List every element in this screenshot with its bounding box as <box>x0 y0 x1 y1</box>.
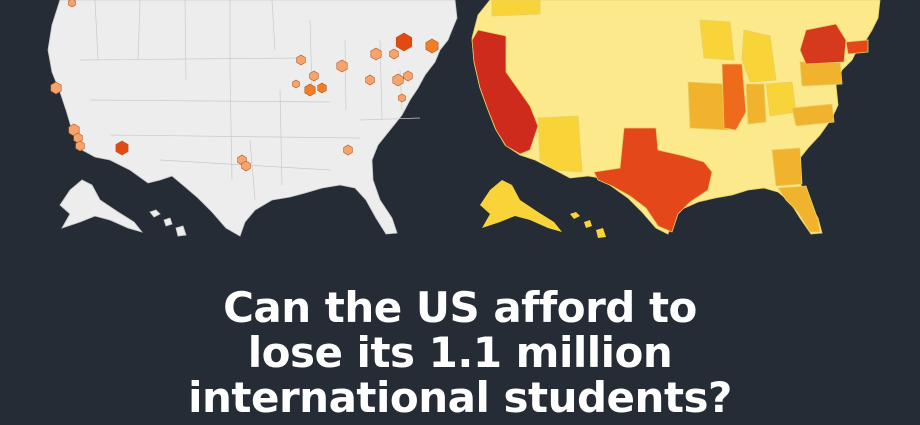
state-california <box>471 29 539 155</box>
state-florida <box>777 185 821 233</box>
state-arizona <box>537 115 583 173</box>
university-marker <box>115 140 129 156</box>
state-washington <box>491 0 541 17</box>
contiguous-us-outline <box>47 0 458 237</box>
state-michigan <box>741 29 777 83</box>
state-virginia <box>791 103 835 127</box>
university-marker <box>309 70 319 82</box>
state-massachusetts <box>845 39 869 55</box>
us-map-state-heatmap <box>471 0 881 238</box>
university-markers <box>50 0 439 172</box>
university-marker <box>292 79 300 89</box>
state-georgia <box>771 147 803 187</box>
headline-line-1: Can the US afford to <box>223 283 697 332</box>
university-marker <box>343 144 353 156</box>
headline-line-2: lose its 1.1 million <box>247 328 673 377</box>
hawaii-shape-heat <box>570 212 606 238</box>
university-marker <box>389 48 399 60</box>
university-marker <box>370 47 382 61</box>
alaska-shape-heat <box>480 180 562 232</box>
university-marker <box>296 54 306 66</box>
university-marker <box>75 140 85 152</box>
hawaii-shape <box>149 209 187 237</box>
university-marker <box>365 74 375 86</box>
university-marker <box>336 59 348 73</box>
state-ohio <box>765 81 797 117</box>
university-marker <box>68 0 76 8</box>
headline-line-3: international students? <box>188 373 732 422</box>
headline: Can the US afford to lose its 1.1 millio… <box>0 285 920 420</box>
state-new-york <box>799 23 847 65</box>
state-missouri <box>687 81 729 131</box>
state-texas <box>593 127 713 233</box>
university-marker <box>304 83 316 97</box>
university-marker <box>425 38 439 54</box>
university-marker <box>403 70 413 82</box>
state-illinois <box>721 63 747 131</box>
state-indiana <box>745 83 767 125</box>
university-marker <box>395 32 413 52</box>
university-marker <box>398 93 406 103</box>
state-wisconsin <box>699 19 735 61</box>
university-marker <box>317 82 327 94</box>
university-marker <box>50 81 62 95</box>
alaska-shape <box>59 179 144 233</box>
university-marker <box>392 73 404 87</box>
state-borders <box>79 0 421 201</box>
university-marker <box>241 160 251 172</box>
us-map-university-markers <box>47 0 458 237</box>
maps-panel <box>47 0 881 238</box>
